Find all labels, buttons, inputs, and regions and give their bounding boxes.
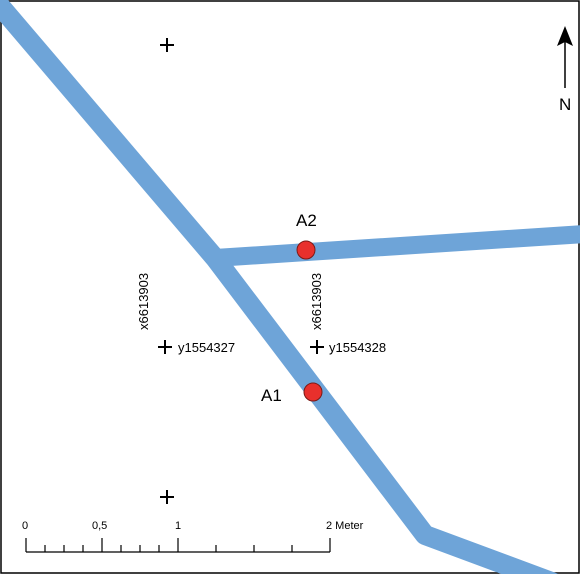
scale-tick-1: 1 <box>175 520 181 532</box>
grid-cross-bottom <box>160 490 174 504</box>
point-a2[interactable]: A2 <box>296 211 317 260</box>
point-marker[interactable] <box>296 240 316 260</box>
point-a1[interactable]: A1 <box>261 382 323 405</box>
road-east <box>206 225 580 267</box>
grid-cross-right <box>310 340 324 354</box>
point-label: A2 <box>296 211 317 230</box>
scale-tick-0: 0 <box>22 520 28 532</box>
scale-bar-ticks <box>25 538 331 552</box>
scale-bar: 0 0,5 1 2 Meter <box>22 520 364 553</box>
scale-tick-0-5: 0,5 <box>92 520 107 532</box>
grid-label-left-x: x6613903 <box>136 273 151 330</box>
north-arrow: N <box>557 26 573 114</box>
grid-label-right-y: y1554328 <box>329 340 386 355</box>
point-label: A1 <box>261 386 282 405</box>
north-arrow-icon <box>557 26 573 46</box>
point-marker[interactable] <box>303 382 323 402</box>
grid-crosses <box>158 38 324 504</box>
grid-cross-left <box>158 340 172 354</box>
scale-tick-2-meter: 2 Meter <box>326 520 364 532</box>
grid-label-right-x: x6613903 <box>309 273 324 330</box>
grid-cross-top <box>160 38 174 52</box>
grid-label-left-y: y1554327 <box>178 340 235 355</box>
north-label: N <box>559 95 571 114</box>
